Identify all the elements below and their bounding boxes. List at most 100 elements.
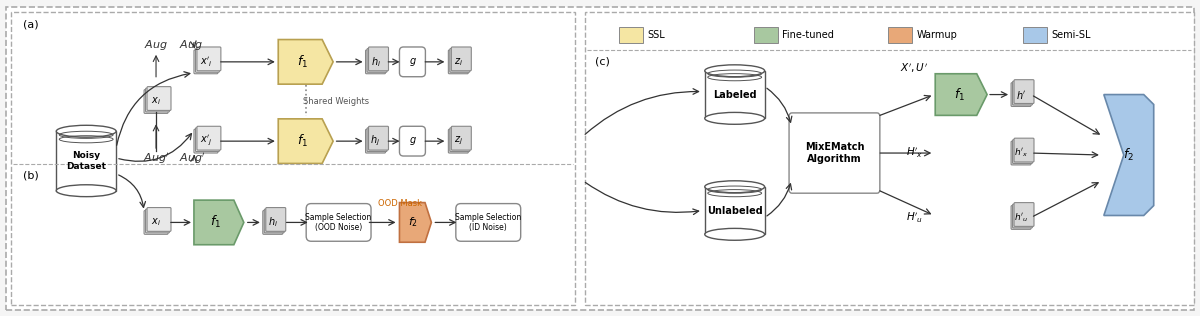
FancyBboxPatch shape (1012, 83, 1031, 106)
Text: SSL: SSL (647, 30, 665, 40)
FancyBboxPatch shape (400, 47, 426, 77)
FancyBboxPatch shape (194, 129, 218, 153)
Ellipse shape (56, 185, 116, 197)
FancyBboxPatch shape (144, 90, 168, 113)
Ellipse shape (56, 125, 116, 137)
Text: MixEMatch
Algorithm: MixEMatch Algorithm (805, 142, 864, 164)
Text: Fine-tuned: Fine-tuned (781, 30, 834, 40)
Text: $h'_x$: $h'_x$ (1014, 147, 1028, 159)
FancyBboxPatch shape (368, 47, 389, 71)
Text: $X', U'$: $X', U'$ (900, 62, 929, 76)
FancyBboxPatch shape (400, 126, 426, 156)
Text: $h'$: $h'$ (1015, 88, 1026, 100)
FancyBboxPatch shape (11, 12, 575, 305)
FancyBboxPatch shape (1013, 81, 1032, 105)
Text: $z_j$: $z_j$ (454, 135, 463, 147)
Text: $Aug'$: $Aug'$ (179, 150, 206, 166)
Polygon shape (278, 119, 334, 163)
FancyBboxPatch shape (367, 128, 386, 152)
FancyBboxPatch shape (1012, 141, 1031, 165)
FancyBboxPatch shape (148, 87, 170, 110)
Polygon shape (1104, 94, 1153, 216)
FancyBboxPatch shape (754, 27, 778, 43)
FancyBboxPatch shape (366, 50, 385, 74)
Text: $f_1$: $f_1$ (298, 54, 308, 70)
Text: $f_1$: $f_1$ (210, 214, 222, 230)
FancyBboxPatch shape (144, 210, 168, 234)
Polygon shape (400, 203, 431, 242)
Text: $Aug$: $Aug$ (179, 38, 203, 52)
FancyBboxPatch shape (145, 88, 169, 112)
FancyBboxPatch shape (368, 126, 389, 150)
FancyBboxPatch shape (367, 48, 386, 72)
FancyBboxPatch shape (888, 27, 912, 43)
FancyBboxPatch shape (197, 47, 221, 71)
Text: (a): (a) (23, 19, 38, 29)
Ellipse shape (704, 112, 764, 124)
Text: $f_2$: $f_2$ (408, 216, 419, 229)
FancyBboxPatch shape (704, 71, 764, 118)
FancyBboxPatch shape (1013, 204, 1032, 228)
FancyBboxPatch shape (264, 209, 284, 233)
FancyBboxPatch shape (6, 7, 1194, 310)
Text: Unlabeled: Unlabeled (707, 205, 762, 216)
FancyBboxPatch shape (194, 50, 218, 74)
FancyBboxPatch shape (1012, 206, 1031, 229)
Text: (b): (b) (23, 171, 40, 181)
Text: $f_1$: $f_1$ (954, 87, 965, 103)
FancyBboxPatch shape (263, 210, 283, 234)
Polygon shape (194, 200, 244, 245)
FancyBboxPatch shape (586, 12, 1194, 305)
Text: $f_1$: $f_1$ (298, 133, 308, 149)
FancyBboxPatch shape (265, 208, 286, 231)
Text: $x'_j$: $x'_j$ (199, 134, 212, 148)
FancyBboxPatch shape (704, 187, 764, 234)
FancyBboxPatch shape (56, 131, 116, 191)
Text: $f_2$: $f_2$ (1123, 147, 1134, 163)
Text: Sample Selection
(OOD Noise): Sample Selection (OOD Noise) (306, 213, 372, 232)
Text: Warmup: Warmup (917, 30, 958, 40)
Polygon shape (278, 40, 334, 84)
FancyBboxPatch shape (196, 48, 220, 72)
Polygon shape (935, 74, 988, 115)
FancyBboxPatch shape (1024, 27, 1046, 43)
FancyBboxPatch shape (1014, 203, 1034, 226)
FancyBboxPatch shape (306, 204, 371, 241)
FancyBboxPatch shape (1014, 80, 1034, 103)
Text: Shared Weights: Shared Weights (302, 97, 368, 106)
FancyBboxPatch shape (619, 27, 643, 43)
Text: Noisy
Dataset: Noisy Dataset (66, 151, 106, 171)
Text: OOD Mask: OOD Mask (378, 199, 422, 208)
FancyBboxPatch shape (790, 113, 880, 193)
Text: $h_i$: $h_i$ (371, 55, 380, 69)
FancyBboxPatch shape (366, 129, 385, 153)
Text: $x_i$: $x_i$ (151, 96, 161, 107)
FancyBboxPatch shape (1014, 138, 1034, 162)
Text: $g$: $g$ (408, 56, 416, 68)
Text: $H'_u$: $H'_u$ (906, 210, 923, 225)
FancyBboxPatch shape (449, 129, 468, 153)
Text: Labeled: Labeled (713, 89, 756, 100)
FancyBboxPatch shape (456, 204, 521, 241)
Text: $x'_i$: $x'_i$ (199, 55, 212, 69)
Text: $Aug'$: $Aug'$ (143, 150, 169, 166)
Ellipse shape (704, 228, 764, 240)
FancyBboxPatch shape (145, 209, 169, 233)
FancyBboxPatch shape (196, 128, 220, 152)
FancyBboxPatch shape (148, 208, 170, 231)
FancyBboxPatch shape (449, 50, 468, 74)
FancyBboxPatch shape (1013, 140, 1032, 163)
Ellipse shape (704, 65, 764, 77)
FancyBboxPatch shape (197, 126, 221, 150)
Text: $g$: $g$ (408, 135, 416, 147)
Text: $x_i$: $x_i$ (151, 216, 161, 228)
Text: (c): (c) (595, 57, 610, 67)
Text: Sample Selection
(ID Noise): Sample Selection (ID Noise) (455, 213, 521, 232)
Ellipse shape (704, 181, 764, 193)
Text: $h_j$: $h_j$ (371, 134, 380, 148)
FancyBboxPatch shape (451, 47, 472, 71)
Text: Semi-SL: Semi-SL (1051, 30, 1091, 40)
Text: $Aug$: $Aug$ (144, 38, 168, 52)
Text: $z_i$: $z_i$ (454, 56, 463, 68)
FancyBboxPatch shape (451, 126, 472, 150)
